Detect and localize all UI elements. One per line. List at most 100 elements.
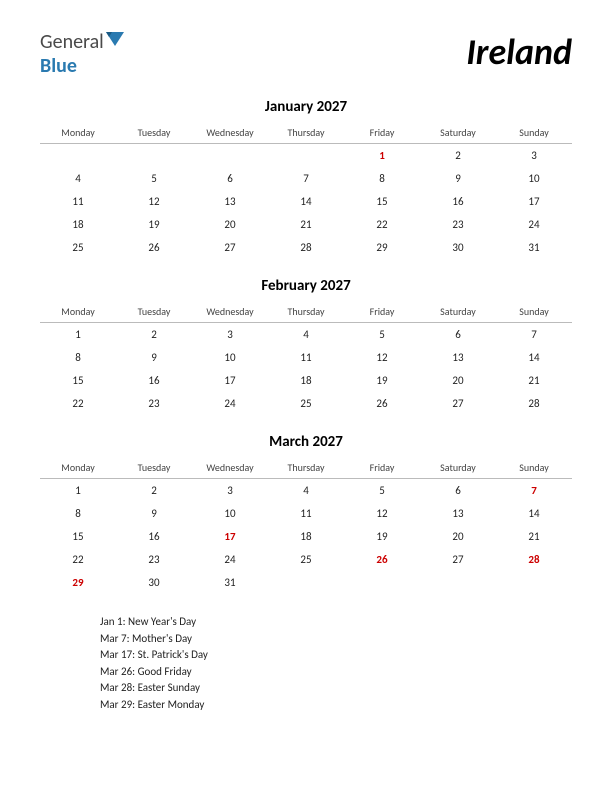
calendar-row: 891011121314	[40, 346, 572, 369]
calendar-cell: 3	[192, 323, 268, 347]
header: General Blue Ireland	[40, 30, 572, 78]
calendar-cell: 7	[496, 323, 572, 347]
day-header: Tuesday	[116, 122, 192, 144]
calendar-cell: 13	[420, 346, 496, 369]
calendar-cell: 18	[268, 369, 344, 392]
calendar-cell: 19	[344, 369, 420, 392]
calendar-cell: 14	[496, 502, 572, 525]
calendar-cell: 11	[268, 502, 344, 525]
calendar-cell: 10	[192, 346, 268, 369]
day-header: Monday	[40, 122, 116, 144]
calendar-row: 45678910	[40, 167, 572, 190]
calendar-table: MondayTuesdayWednesdayThursdayFridaySatu…	[40, 457, 572, 594]
logo: General Blue	[40, 30, 124, 78]
calendar-cell: 22	[344, 213, 420, 236]
day-header: Friday	[344, 457, 420, 479]
calendar-row: 22232425262728	[40, 548, 572, 571]
calendar-cell: 15	[40, 369, 116, 392]
calendar-cell: 25	[268, 548, 344, 571]
day-header: Wednesday	[192, 301, 268, 323]
calendar-row: 293031	[40, 571, 572, 594]
calendar-cell: 2	[116, 323, 192, 347]
calendar-cell: 27	[420, 392, 496, 415]
logo-general-text: General	[40, 30, 104, 54]
calendar-cell: 8	[40, 346, 116, 369]
calendar-cell: 9	[116, 502, 192, 525]
day-header: Saturday	[420, 301, 496, 323]
calendar-table: MondayTuesdayWednesdayThursdayFridaySatu…	[40, 301, 572, 415]
logo-text: General Blue	[40, 30, 124, 78]
month-title: February 2027	[40, 277, 572, 295]
calendar-cell: 12	[116, 190, 192, 213]
calendar-cell: 13	[420, 502, 496, 525]
day-header: Sunday	[496, 457, 572, 479]
holiday-entry: Mar 29: Easter Monday	[100, 697, 572, 714]
day-header: Friday	[344, 301, 420, 323]
day-header: Tuesday	[116, 301, 192, 323]
calendar-cell: 27	[420, 548, 496, 571]
calendar-cell: 4	[268, 323, 344, 347]
calendar-cell: 5	[344, 323, 420, 347]
calendar-cell: 19	[116, 213, 192, 236]
logo-triangle-icon	[106, 32, 124, 53]
holiday-entry: Mar 17: St. Patrick's Day	[100, 647, 572, 664]
month-block: March 2027MondayTuesdayWednesdayThursday…	[40, 433, 572, 594]
month-title: January 2027	[40, 98, 572, 116]
holidays-list: Jan 1: New Year's DayMar 7: Mother's Day…	[40, 614, 572, 713]
day-header: Thursday	[268, 301, 344, 323]
calendar-cell: 6	[420, 323, 496, 347]
months-container: January 2027MondayTuesdayWednesdayThursd…	[40, 98, 572, 594]
month-block: February 2027 MondayTuesdayWednesdayThurs…	[40, 277, 572, 415]
calendar-cell	[192, 144, 268, 168]
country-title: Ireland	[466, 30, 572, 74]
calendar-cell: 28	[268, 236, 344, 259]
calendar-cell: 2	[116, 479, 192, 503]
calendar-cell: 29	[40, 571, 116, 594]
holiday-entry: Mar 28: Easter Sunday	[100, 680, 572, 697]
calendar-cell: 13	[192, 190, 268, 213]
calendar-cell: 30	[116, 571, 192, 594]
calendar-cell: 3	[496, 144, 572, 168]
calendar-cell: 9	[420, 167, 496, 190]
calendar-cell: 9	[116, 346, 192, 369]
calendar-cell: 1	[40, 479, 116, 503]
calendar-cell: 26	[344, 392, 420, 415]
holiday-entry: Jan 1: New Year's Day	[100, 614, 572, 631]
day-header: Thursday	[268, 457, 344, 479]
holiday-entry: Mar 7: Mother's Day	[100, 631, 572, 648]
calendar-cell	[40, 144, 116, 168]
calendar-row: 22232425262728	[40, 392, 572, 415]
calendar-cell: 11	[268, 346, 344, 369]
calendar-cell: 21	[496, 369, 572, 392]
calendar-cell: 28	[496, 392, 572, 415]
calendar-cell: 27	[192, 236, 268, 259]
calendar-cell: 21	[268, 213, 344, 236]
calendar-cell: 25	[40, 236, 116, 259]
calendar-cell: 17	[496, 190, 572, 213]
day-header: Monday	[40, 301, 116, 323]
calendar-row: 1234567	[40, 479, 572, 503]
calendar-cell: 23	[420, 213, 496, 236]
calendar-cell: 14	[268, 190, 344, 213]
calendar-row: 1234567	[40, 323, 572, 347]
calendar-cell: 26	[116, 236, 192, 259]
calendar-row: 25262728293031	[40, 236, 572, 259]
calendar-cell: 3	[192, 479, 268, 503]
calendar-row: 11121314151617	[40, 190, 572, 213]
calendar-cell: 22	[40, 548, 116, 571]
day-header: Sunday	[496, 122, 572, 144]
calendar-cell	[496, 571, 572, 594]
calendar-cell: 1	[40, 323, 116, 347]
calendar-cell: 20	[420, 369, 496, 392]
calendar-cell: 31	[496, 236, 572, 259]
calendar-cell: 28	[496, 548, 572, 571]
month-block: January 2027MondayTuesdayWednesdayThursd…	[40, 98, 572, 259]
calendar-cell: 10	[496, 167, 572, 190]
calendar-cell: 30	[420, 236, 496, 259]
calendar-cell: 14	[496, 346, 572, 369]
calendar-cell	[268, 144, 344, 168]
day-header: Saturday	[420, 457, 496, 479]
logo-blue-text: Blue	[40, 54, 77, 78]
calendar-cell: 2	[420, 144, 496, 168]
calendar-cell: 24	[192, 392, 268, 415]
